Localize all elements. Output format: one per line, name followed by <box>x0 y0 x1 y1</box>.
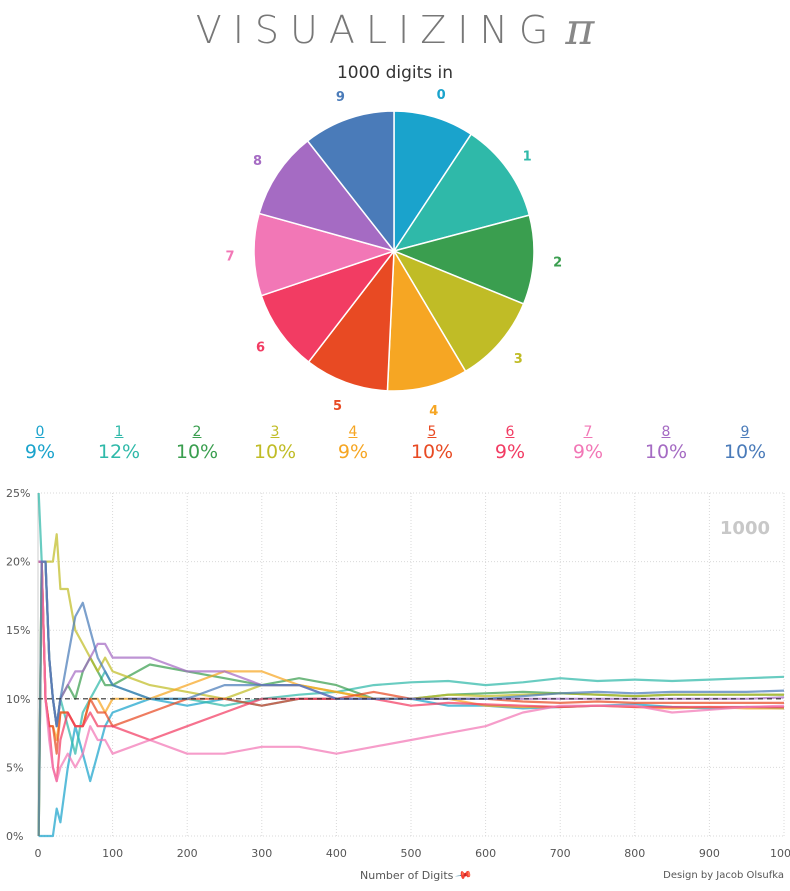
pie-slice-6[interactable] <box>260 249 397 363</box>
legend-percent: 12% <box>97 441 141 463</box>
digit-legend: 0 9% 1 12% 2 10% 3 10% 4 9% 5 10% 6 9% 7 9% 8 10% 9 10% <box>0 424 790 476</box>
legend-item-7[interactable]: 7 9% <box>553 424 623 463</box>
legend-item-0[interactable]: 0 9% <box>5 424 75 463</box>
legend-digit[interactable]: 5 <box>427 424 437 440</box>
legend-percent: 10% <box>723 441 767 463</box>
legend-item-6[interactable]: 6 9% <box>475 424 545 463</box>
pie-slice-0[interactable] <box>393 110 473 254</box>
pie-label-6: 6 <box>256 340 265 355</box>
page-title: VISUALIZING <box>195 7 560 52</box>
pie-slice-2[interactable] <box>391 214 535 305</box>
legend-digit[interactable]: 2 <box>192 424 202 440</box>
series-line-7[interactable] <box>38 560 785 783</box>
x-tick-label: 200 <box>177 847 198 860</box>
pie-label-1: 1 <box>523 149 532 164</box>
line-chart: 0 100 200 300 400 500 600 700 800 900 1000 0% 5% 10% 1… <box>6 487 790 860</box>
x-axis-label: Number of Digits 📌 <box>360 866 474 885</box>
pie-label-7: 7 <box>226 249 235 264</box>
y-tick-label: 0% <box>6 830 23 843</box>
legend-percent: 9% <box>24 441 56 463</box>
legend-digit[interactable]: 4 <box>348 424 358 440</box>
x-tick-label: 0 <box>35 847 42 860</box>
legend-item-5[interactable]: 5 10% <box>397 424 467 463</box>
legend-item-3[interactable]: 3 10% <box>240 424 310 463</box>
pie-label-4: 4 <box>429 404 438 419</box>
pie-label-3: 3 <box>514 352 523 367</box>
pin-icon[interactable]: 📌 <box>454 866 474 885</box>
x-tick-label: 500 <box>401 847 422 860</box>
legend-digit[interactable]: 7 <box>583 424 593 440</box>
pie-slice-1[interactable] <box>392 133 531 253</box>
pi-symbol: π <box>565 4 595 55</box>
pie-slice-9[interactable] <box>306 110 395 254</box>
legend-item-9[interactable]: 9 10% <box>710 424 780 463</box>
legend-digit[interactable]: 9 <box>740 424 750 440</box>
series-line-9[interactable] <box>37 560 785 837</box>
legend-digit[interactable]: 8 <box>661 424 671 440</box>
legend-percent: 9% <box>572 441 604 463</box>
legend-item-1[interactable]: 1 12% <box>84 424 154 463</box>
x-tick-label: 700 <box>550 847 571 860</box>
subtitle: 1000 digits in <box>336 63 454 83</box>
legend-item-2[interactable]: 2 10% <box>162 424 232 463</box>
series-line-3[interactable] <box>37 533 784 837</box>
x-tick-label: 400 <box>326 847 347 860</box>
pie-label-2: 2 <box>553 256 562 271</box>
x-tick-label: 100 <box>102 847 123 860</box>
y-tick-label: 25% <box>6 487 30 500</box>
title-bar: VISUALIZING π <box>0 4 790 56</box>
x-tick-label: 300 <box>251 847 272 860</box>
legend-digit[interactable]: 1 <box>114 424 124 440</box>
pie-slice-4[interactable] <box>386 248 467 392</box>
pie-label-9: 9 <box>336 90 345 105</box>
legend-percent: 9% <box>494 441 526 463</box>
legend-item-4[interactable]: 4 9% <box>318 424 388 463</box>
legend-percent: 10% <box>253 441 297 463</box>
series-line-0[interactable] <box>38 697 785 838</box>
x-tick-label: 900 <box>699 847 720 860</box>
legend-percent: 10% <box>175 441 219 463</box>
legend-percent: 10% <box>410 441 454 463</box>
credit: Design by Jacob Olsufka <box>663 870 784 881</box>
pie-slice-5[interactable] <box>307 248 395 392</box>
legend-percent: 10% <box>644 441 688 463</box>
y-tick-label: 10% <box>6 693 30 706</box>
y-tick-label: 20% <box>6 556 30 569</box>
x-tick-label: 1000 <box>770 847 790 860</box>
digit-count-annotation: 1000 <box>720 518 770 539</box>
x-axis-label-text: Number of Digits <box>360 869 454 882</box>
legend-percent: 9% <box>337 441 369 463</box>
pie-slice-7[interactable] <box>253 212 397 297</box>
legend-digit[interactable]: 6 <box>505 424 515 440</box>
legend-digit[interactable]: 3 <box>270 424 280 440</box>
x-tick-label: 800 <box>624 847 645 860</box>
legend-digit[interactable]: 0 <box>35 424 45 440</box>
pie-label-0: 0 <box>437 88 446 103</box>
pie-slice-8[interactable] <box>258 139 397 253</box>
pie-label-5: 5 <box>333 399 342 414</box>
y-tick-label: 5% <box>6 761 23 774</box>
pie-slice-3[interactable] <box>392 249 525 373</box>
pie-label-8: 8 <box>253 154 262 169</box>
x-tick-label: 600 <box>475 847 496 860</box>
legend-item-8[interactable]: 8 10% <box>631 424 701 463</box>
series-line-5[interactable] <box>38 560 784 755</box>
pie-chart: 0 1 2 3 4 5 6 7 8 9 <box>226 88 563 419</box>
y-tick-label: 15% <box>6 624 30 637</box>
